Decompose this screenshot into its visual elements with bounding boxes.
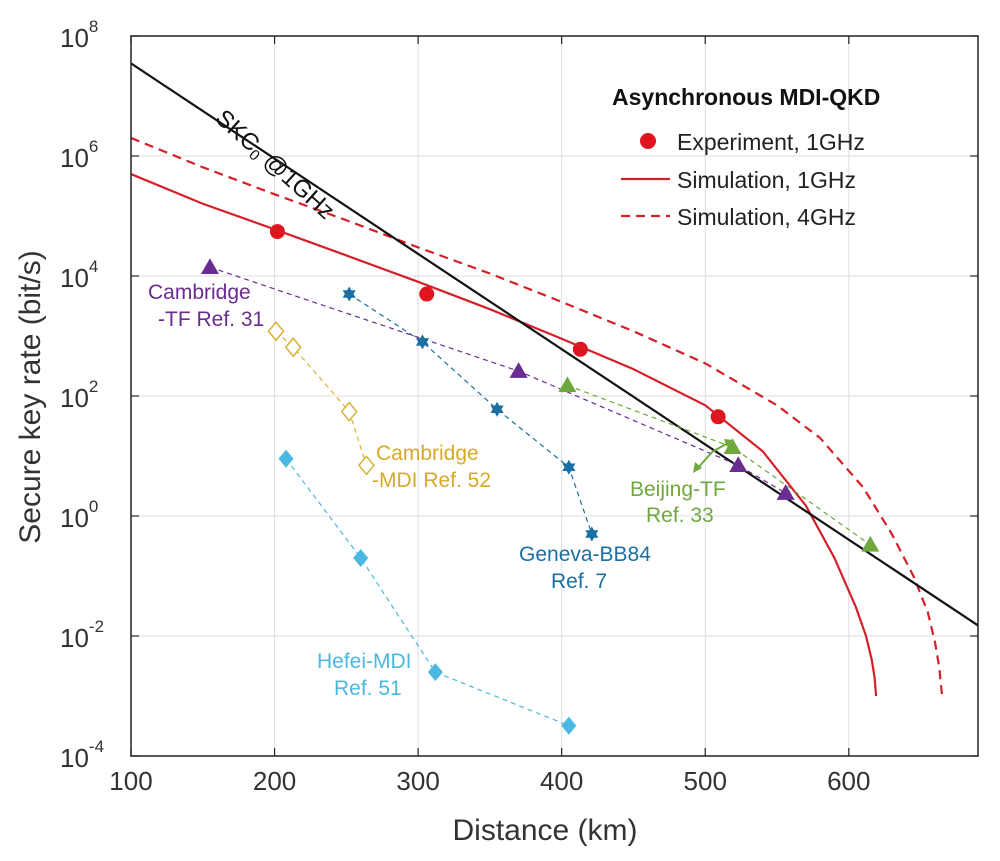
series-hefei-mdi-ref-51-point-3 (561, 716, 577, 735)
y-tick-base: 10 (60, 623, 89, 653)
y-tick-exponent: 2 (89, 377, 98, 396)
series-beijing-tf-ref-33-line (567, 384, 871, 546)
series-cambridge-tf-ref-31-line (209, 266, 786, 494)
series-cambridge-mdi-ref-52-point-0 (267, 321, 285, 342)
y-tick-label-4: 104 (60, 257, 98, 293)
y-tick-base: 10 (60, 23, 89, 53)
series-experiment-1ghz-point-0 (269, 224, 285, 240)
y-tick-exponent: 8 (89, 17, 98, 36)
x-tick-label-200: 200 (253, 766, 296, 796)
series-hefei-mdi-ref-51-point-2 (427, 663, 443, 682)
series-experiment-1ghz-point-1 (419, 286, 435, 302)
y-tick-label-0: 100 (60, 497, 98, 533)
series-cambridge-mdi-ref-52-point-3 (357, 455, 375, 476)
y-tick-exponent: -4 (89, 737, 104, 756)
series-cambridge-mdi-ref-52-point-1 (284, 337, 302, 358)
series-simulation-1ghz-line (130, 173, 878, 697)
annotation-cambridge-tf-line1: Cambridge (148, 281, 251, 304)
y-tick-label--4: 10-4 (60, 737, 104, 773)
series-cambridge-tf-ref-31-point-1 (509, 362, 528, 378)
series-geneva-bb84-ref-7-point-2 (490, 401, 504, 417)
legend-title: Asynchronous MDI-QKD (612, 84, 880, 110)
series-cambridge-tf-ref-31-point-2 (729, 456, 748, 473)
series-geneva-bb84-ref-7-line (348, 293, 593, 535)
annotation-cambridge-mdi-line2: -MDI Ref. 52 (372, 469, 491, 492)
annotation-beijing-arrow-right (711, 442, 729, 453)
series-cambridge-tf-ref-31-point-0 (200, 258, 219, 274)
series-simulation-4ghz-line (130, 136, 944, 697)
y-tick-base: 10 (60, 503, 89, 533)
series-geneva-bb84-ref-7-point-3-b (562, 463, 576, 475)
y-tick-base: 10 (60, 743, 89, 773)
y-tick-exponent: 0 (89, 497, 98, 516)
series-cambridge-mdi-ref-52-line (275, 330, 368, 466)
series-geneva-bb84-ref-7-point-3 (562, 459, 576, 475)
legend-entry-experiment: Experiment, 1GHz (677, 129, 865, 155)
series-geneva-bb84-ref-7-point-1 (415, 334, 429, 350)
annotation-beijing-arrowhead-right (724, 439, 733, 447)
series-hefei-mdi-ref-51-point-0 (278, 449, 294, 468)
y-tick-base: 10 (60, 143, 89, 173)
series-cambridge-tf-ref-31-point-3 (776, 484, 795, 500)
y-tick-base: 10 (60, 383, 89, 413)
annotations: SKC0 @1GHz Cambridge -TF Ref. 31 Cambrid… (148, 104, 733, 700)
legend-entry-sim-1ghz: Simulation, 1GHz (677, 167, 856, 193)
series-geneva-bb84-ref-7-point-2-b (490, 405, 504, 417)
annotation-skc0-rest: @1GHz (253, 143, 340, 225)
y-tick-base: 10 (60, 263, 89, 293)
y-axis-label: Secure key rate (bit/s) (14, 250, 47, 543)
annotation-geneva-line1: Geneva-BB84 (519, 543, 651, 566)
annotation-cambridge-mdi-line1: Cambridge (376, 442, 479, 465)
y-tick-label-2: 102 (60, 377, 98, 413)
x-tick-label-300: 300 (396, 766, 439, 796)
annotation-cambridge-tf-line2: -TF Ref. 31 (158, 308, 264, 331)
series-beijing-tf-ref-33-point-2 (861, 535, 880, 552)
y-tick-label--2: 10-2 (60, 617, 104, 653)
x-tick-label-100: 100 (109, 766, 152, 796)
annotation-geneva-line2: Ref. 7 (551, 570, 607, 593)
series-geneva-bb84-ref-7-point-0 (342, 286, 356, 302)
series-geneva-bb84-ref-7-point-1-b (415, 338, 429, 350)
series-hefei-mdi-ref-51-point-1 (353, 548, 369, 567)
y-tick-exponent: -2 (89, 617, 104, 636)
series-hefei-mdi-ref-51-line (285, 458, 570, 727)
annotation-beijing-line2: Ref. 33 (646, 504, 714, 527)
x-tick-label-400: 400 (540, 766, 583, 796)
series-geneva-bb84-ref-7-point-4 (585, 526, 599, 542)
x-axis-label: Distance (km) (452, 814, 637, 847)
legend: Asynchronous MDI-QKD Experiment, 1GHz Si… (612, 84, 880, 230)
y-tick-label-8: 108 (60, 17, 98, 53)
plot-area (130, 62, 979, 735)
series-geneva-bb84-ref-7-point-4-b (585, 530, 599, 542)
legend-entry-sim-4ghz: Simulation, 4GHz (677, 204, 856, 230)
axis-ticks: 100 200 300 400 500 60010-410-210010210410610… (60, 17, 978, 796)
annotation-beijing-arrowhead-left (693, 462, 702, 473)
series-skc0-1ghz-line (130, 62, 979, 627)
series-geneva-bb84-ref-7-point-0-b (342, 290, 356, 302)
y-tick-exponent: 4 (89, 257, 98, 276)
annotation-beijing-line1: Beijing-TF (630, 478, 726, 501)
series-beijing-tf-ref-33-point-1 (723, 438, 742, 454)
annotation-hefei-line2: Ref. 51 (334, 677, 402, 700)
annotation-hefei-line1: Hefei-MDI (317, 650, 412, 673)
series-beijing-tf-ref-33-point-0 (558, 376, 577, 393)
y-tick-exponent: 6 (89, 137, 98, 156)
x-tick-label-600: 600 (827, 766, 870, 796)
x-tick-label-500: 500 (684, 766, 727, 796)
legend-marker-experiment (640, 133, 656, 149)
y-tick-label-6: 106 (60, 137, 98, 173)
series-cambridge-mdi-ref-52-point-2 (340, 401, 358, 422)
